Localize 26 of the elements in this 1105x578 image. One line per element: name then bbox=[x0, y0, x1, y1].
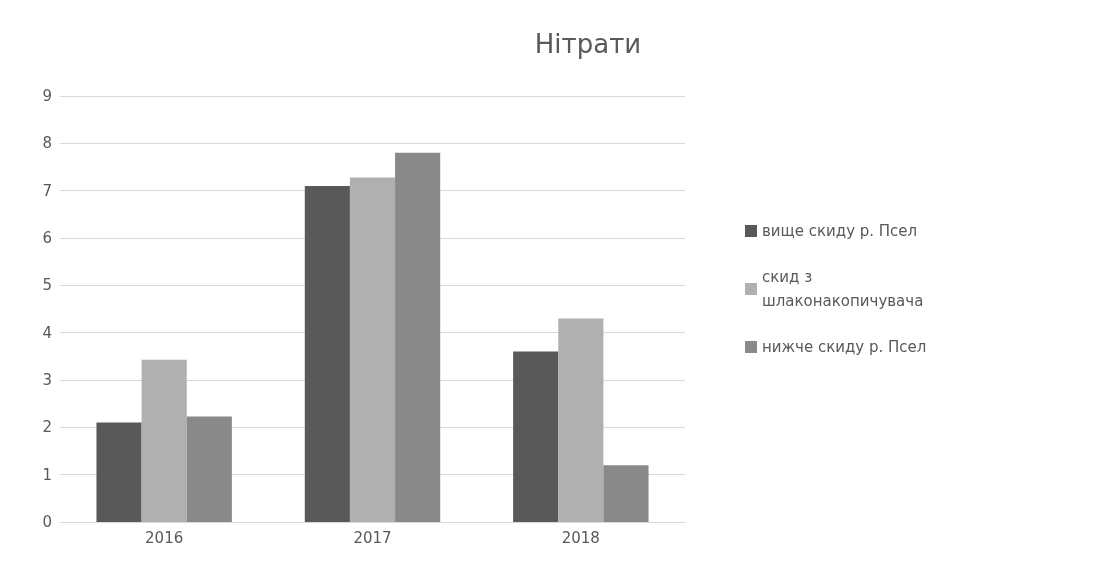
y-tick-label: 5 bbox=[42, 276, 52, 295]
bar bbox=[603, 465, 649, 522]
chart-title: Нітрати bbox=[534, 29, 642, 59]
x-tick-label: 2016 bbox=[145, 528, 184, 547]
y-tick-label: 4 bbox=[42, 323, 52, 342]
legend-label: нижче скиду р. Псел bbox=[762, 338, 927, 356]
bar bbox=[558, 318, 604, 522]
bar bbox=[395, 152, 441, 522]
y-tick-label: 2 bbox=[42, 418, 52, 437]
y-tick-label: 0 bbox=[42, 513, 52, 531]
bar bbox=[513, 351, 559, 522]
y-tick-label: 8 bbox=[42, 134, 52, 153]
y-tick-label: 7 bbox=[42, 181, 52, 200]
bar bbox=[141, 359, 187, 522]
bar bbox=[349, 177, 396, 522]
bar bbox=[304, 185, 350, 522]
y-tick-label: 1 bbox=[42, 465, 52, 484]
y-tick-label: 3 bbox=[42, 371, 52, 389]
y-tick-label: 9 bbox=[42, 87, 52, 105]
y-tick-label: 6 bbox=[42, 229, 52, 247]
bar bbox=[96, 422, 142, 522]
x-tick-label: 2018 bbox=[561, 528, 600, 547]
bar bbox=[186, 416, 232, 522]
legend-label: скид з шлаконакопичувача bbox=[762, 268, 924, 310]
x-tick-label: 2017 bbox=[353, 528, 392, 547]
legend-label: вище скиду р. Псел bbox=[762, 222, 918, 240]
